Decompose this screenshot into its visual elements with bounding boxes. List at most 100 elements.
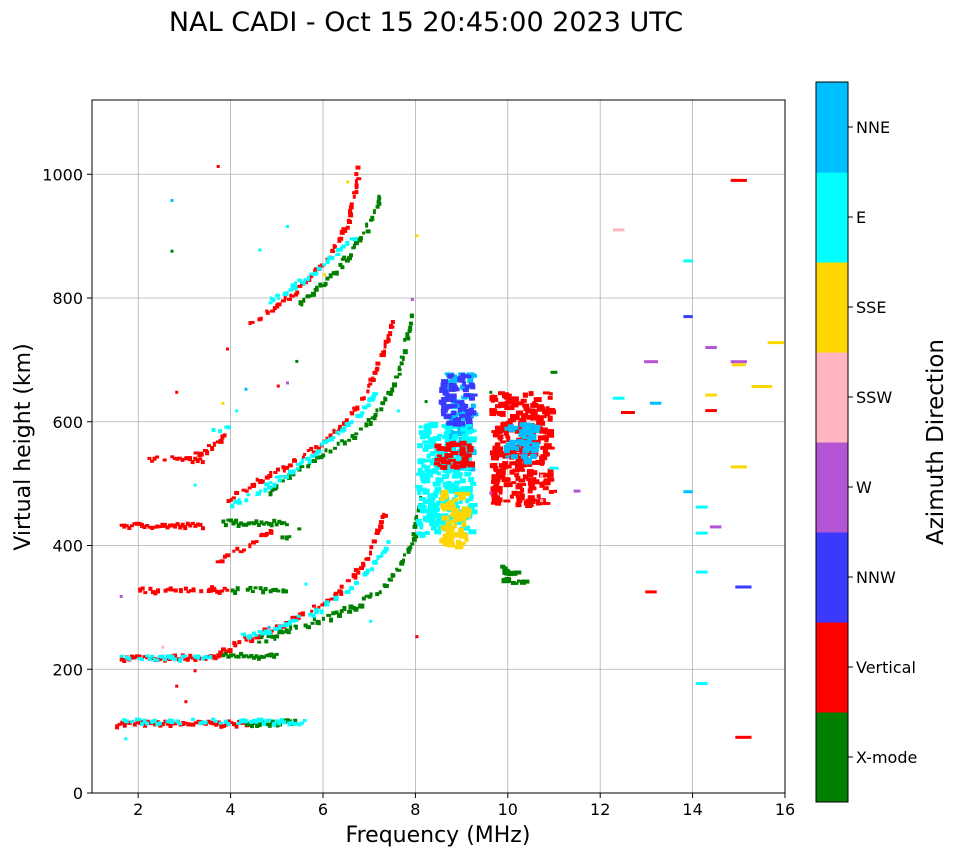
echo-mark — [417, 458, 425, 465]
echo-mark — [313, 269, 318, 273]
echo-mark — [470, 509, 478, 515]
echo-mark — [493, 397, 499, 402]
echo-mark — [445, 465, 451, 468]
echo-mark — [456, 521, 463, 525]
echo-mark — [259, 520, 264, 525]
echo-mark — [162, 657, 167, 662]
echo-mark — [282, 521, 287, 525]
echo-mark — [265, 310, 270, 315]
echo-mark — [250, 483, 255, 488]
echo-segment — [649, 401, 662, 405]
echo-mark — [172, 457, 177, 460]
echo-mark — [458, 494, 465, 500]
echo-mark — [328, 273, 333, 279]
echo-mark — [155, 722, 160, 727]
echo-mark — [168, 654, 172, 660]
echo-mark — [318, 282, 323, 288]
echo-mark — [269, 529, 274, 535]
echo-mark — [300, 302, 304, 307]
echo-mark — [403, 553, 406, 557]
echo-mark — [198, 721, 203, 726]
echo-mark — [430, 525, 437, 531]
echo-mark — [539, 461, 544, 466]
echo-mark — [321, 616, 325, 621]
echo-mark — [273, 635, 277, 641]
echo-mark — [444, 446, 452, 452]
echo-mark — [369, 398, 375, 402]
echo-mark — [198, 451, 204, 457]
echo-mark — [247, 722, 252, 727]
echo-mark — [457, 472, 462, 479]
echo-mark — [451, 484, 460, 490]
echo-mark — [292, 285, 298, 291]
echo-mark — [523, 407, 530, 412]
echo-mark — [119, 595, 123, 598]
echo-mark — [314, 445, 319, 450]
echo-mark — [425, 473, 434, 478]
echo-mark — [428, 502, 437, 507]
echo-mark — [365, 229, 371, 234]
echo-mark — [440, 382, 448, 389]
echo-mark — [183, 654, 188, 658]
echo-mark — [462, 381, 467, 387]
echo-mark — [264, 482, 270, 487]
echo-mark — [554, 489, 557, 493]
echo-mark — [282, 720, 287, 725]
echo-mark — [455, 431, 463, 436]
echo-mark — [495, 499, 502, 506]
echo-mark — [244, 721, 249, 727]
echo-mark — [171, 588, 176, 592]
echo-mark — [382, 513, 388, 518]
echo-mark — [276, 296, 280, 300]
echo-segment — [705, 393, 717, 397]
echo-mark — [523, 425, 529, 430]
echo-mark — [495, 453, 503, 458]
echo-mark — [226, 499, 231, 503]
echo-mark — [427, 507, 435, 512]
echo-mark — [468, 429, 477, 433]
echo-mark — [140, 658, 144, 662]
echo-mark — [501, 421, 508, 426]
echo-mark — [132, 722, 137, 727]
echo-mark — [250, 590, 255, 593]
echo-mark — [358, 413, 364, 418]
echo-mark — [286, 381, 289, 385]
echo-mark — [193, 669, 197, 673]
echo-mark — [248, 585, 253, 590]
echo-segment — [696, 505, 708, 509]
echo-mark — [229, 518, 233, 523]
echo-mark — [354, 183, 359, 189]
echo-mark — [135, 521, 139, 526]
echo-mark — [215, 560, 221, 564]
echo-mark — [498, 401, 505, 408]
echo-mark — [422, 509, 430, 514]
echo-mark — [198, 457, 203, 461]
echo-mark — [336, 441, 340, 446]
echo-mark — [302, 280, 306, 286]
echo-mark — [427, 494, 435, 500]
echo-mark — [492, 432, 499, 438]
echo-mark — [309, 273, 314, 278]
echo-mark — [272, 518, 277, 523]
echo-mark — [258, 586, 263, 591]
echo-mark — [415, 514, 419, 519]
echo-segment — [705, 409, 717, 413]
echo-mark — [132, 522, 137, 526]
echo-mark — [446, 459, 451, 465]
echo-mark — [456, 417, 461, 421]
echo-mark — [241, 522, 246, 527]
echo-mark — [281, 630, 285, 635]
echo-mark — [397, 368, 402, 372]
echo-mark — [361, 563, 366, 568]
echo-mark — [467, 436, 476, 440]
echo-mark — [242, 548, 246, 552]
echo-mark — [527, 495, 535, 501]
echo-mark — [288, 288, 294, 292]
echo-mark — [269, 652, 274, 658]
echo-mark — [348, 210, 352, 215]
echo-mark — [460, 384, 468, 390]
echo-mark — [521, 427, 529, 433]
echo-mark — [345, 225, 350, 230]
echo-mark — [456, 404, 463, 409]
echo-mark — [437, 464, 442, 468]
